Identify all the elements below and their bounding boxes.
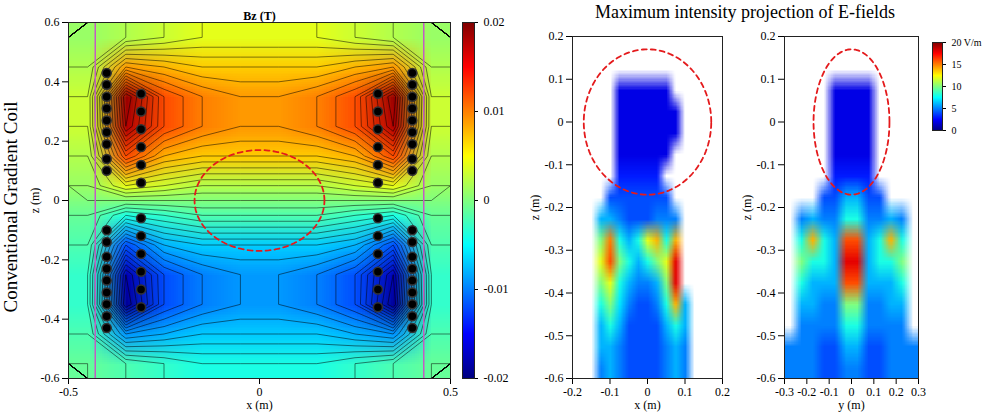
svg-text:0: 0 xyxy=(770,115,776,129)
svg-text:0.1: 0.1 xyxy=(678,385,693,399)
svg-text:-0.5: -0.5 xyxy=(545,329,564,343)
svg-text:0: 0 xyxy=(644,385,651,399)
svg-text:20 V/m: 20 V/m xyxy=(952,37,982,48)
svg-text:0.02: 0.02 xyxy=(484,15,505,29)
svg-text:-0.3: -0.3 xyxy=(775,385,794,399)
svg-text:-0.6: -0.6 xyxy=(41,371,60,385)
html-text:Maximum intensity projection o: Maximum intensity projection of E-fields xyxy=(595,2,895,22)
svg-text:0.2: 0.2 xyxy=(889,385,904,399)
svg-text:0.4: 0.4 xyxy=(45,75,60,89)
svg-text:0: 0 xyxy=(484,193,490,207)
svg-text:-0.3: -0.3 xyxy=(545,243,564,257)
svg-text:x (m): x (m) xyxy=(246,398,272,412)
svg-text:-0.2: -0.2 xyxy=(797,385,816,399)
svg-text:y (m): y (m) xyxy=(838,398,864,412)
svg-text:0: 0 xyxy=(558,115,564,129)
svg-text:0: 0 xyxy=(256,385,263,399)
svg-text:-0.6: -0.6 xyxy=(545,371,564,385)
svg-text:-0.5: -0.5 xyxy=(757,329,776,343)
svg-text:-0.5: -0.5 xyxy=(59,385,78,399)
svg-text:-0.1: -0.1 xyxy=(601,385,620,399)
svg-text:5: 5 xyxy=(952,103,957,114)
svg-text:0.5: 0.5 xyxy=(443,385,458,399)
svg-text:z (m): z (m) xyxy=(740,195,754,221)
svg-text:Conventional Gradient Coil: Conventional Gradient Coil xyxy=(0,101,21,312)
svg-text:-0.2: -0.2 xyxy=(545,200,564,214)
svg-text:10: 10 xyxy=(952,81,962,92)
svg-text:0.1: 0.1 xyxy=(549,72,564,86)
svg-text:x (m): x (m) xyxy=(634,398,660,412)
svg-text:0.1: 0.1 xyxy=(866,385,881,399)
svg-text:0: 0 xyxy=(952,125,957,136)
svg-text:-0.1: -0.1 xyxy=(757,158,776,172)
svg-text:0.3: 0.3 xyxy=(911,385,926,399)
svg-text:z (m): z (m) xyxy=(28,188,42,214)
svg-text:-0.4: -0.4 xyxy=(757,286,776,300)
svg-text:-0.1: -0.1 xyxy=(820,385,839,399)
svg-text:-0.2: -0.2 xyxy=(41,253,60,267)
svg-text:15: 15 xyxy=(952,59,962,70)
svg-text:0.01: 0.01 xyxy=(484,104,505,118)
svg-text:Bz (T): Bz (T) xyxy=(243,9,275,23)
svg-text:-0.1: -0.1 xyxy=(545,158,564,172)
svg-text:0.2: 0.2 xyxy=(761,29,776,43)
svg-text:-0.2: -0.2 xyxy=(757,200,776,214)
svg-text:0.2: 0.2 xyxy=(549,29,564,43)
svg-text:-0.2: -0.2 xyxy=(563,385,582,399)
svg-text:0.2: 0.2 xyxy=(45,134,60,148)
svg-text:-0.02: -0.02 xyxy=(484,371,509,385)
svg-text:0.2: 0.2 xyxy=(715,385,730,399)
svg-text:0.6: 0.6 xyxy=(45,15,60,29)
svg-text:z (m): z (m) xyxy=(528,195,542,221)
svg-text:-0.3: -0.3 xyxy=(757,243,776,257)
svg-text:0: 0 xyxy=(54,193,60,207)
svg-text:0: 0 xyxy=(848,385,855,399)
svg-text:0.1: 0.1 xyxy=(761,72,776,86)
svg-text:-0.4: -0.4 xyxy=(41,312,60,326)
svg-text:-0.01: -0.01 xyxy=(484,282,509,296)
svg-text:-0.4: -0.4 xyxy=(545,286,564,300)
svg-text:-0.6: -0.6 xyxy=(757,371,776,385)
